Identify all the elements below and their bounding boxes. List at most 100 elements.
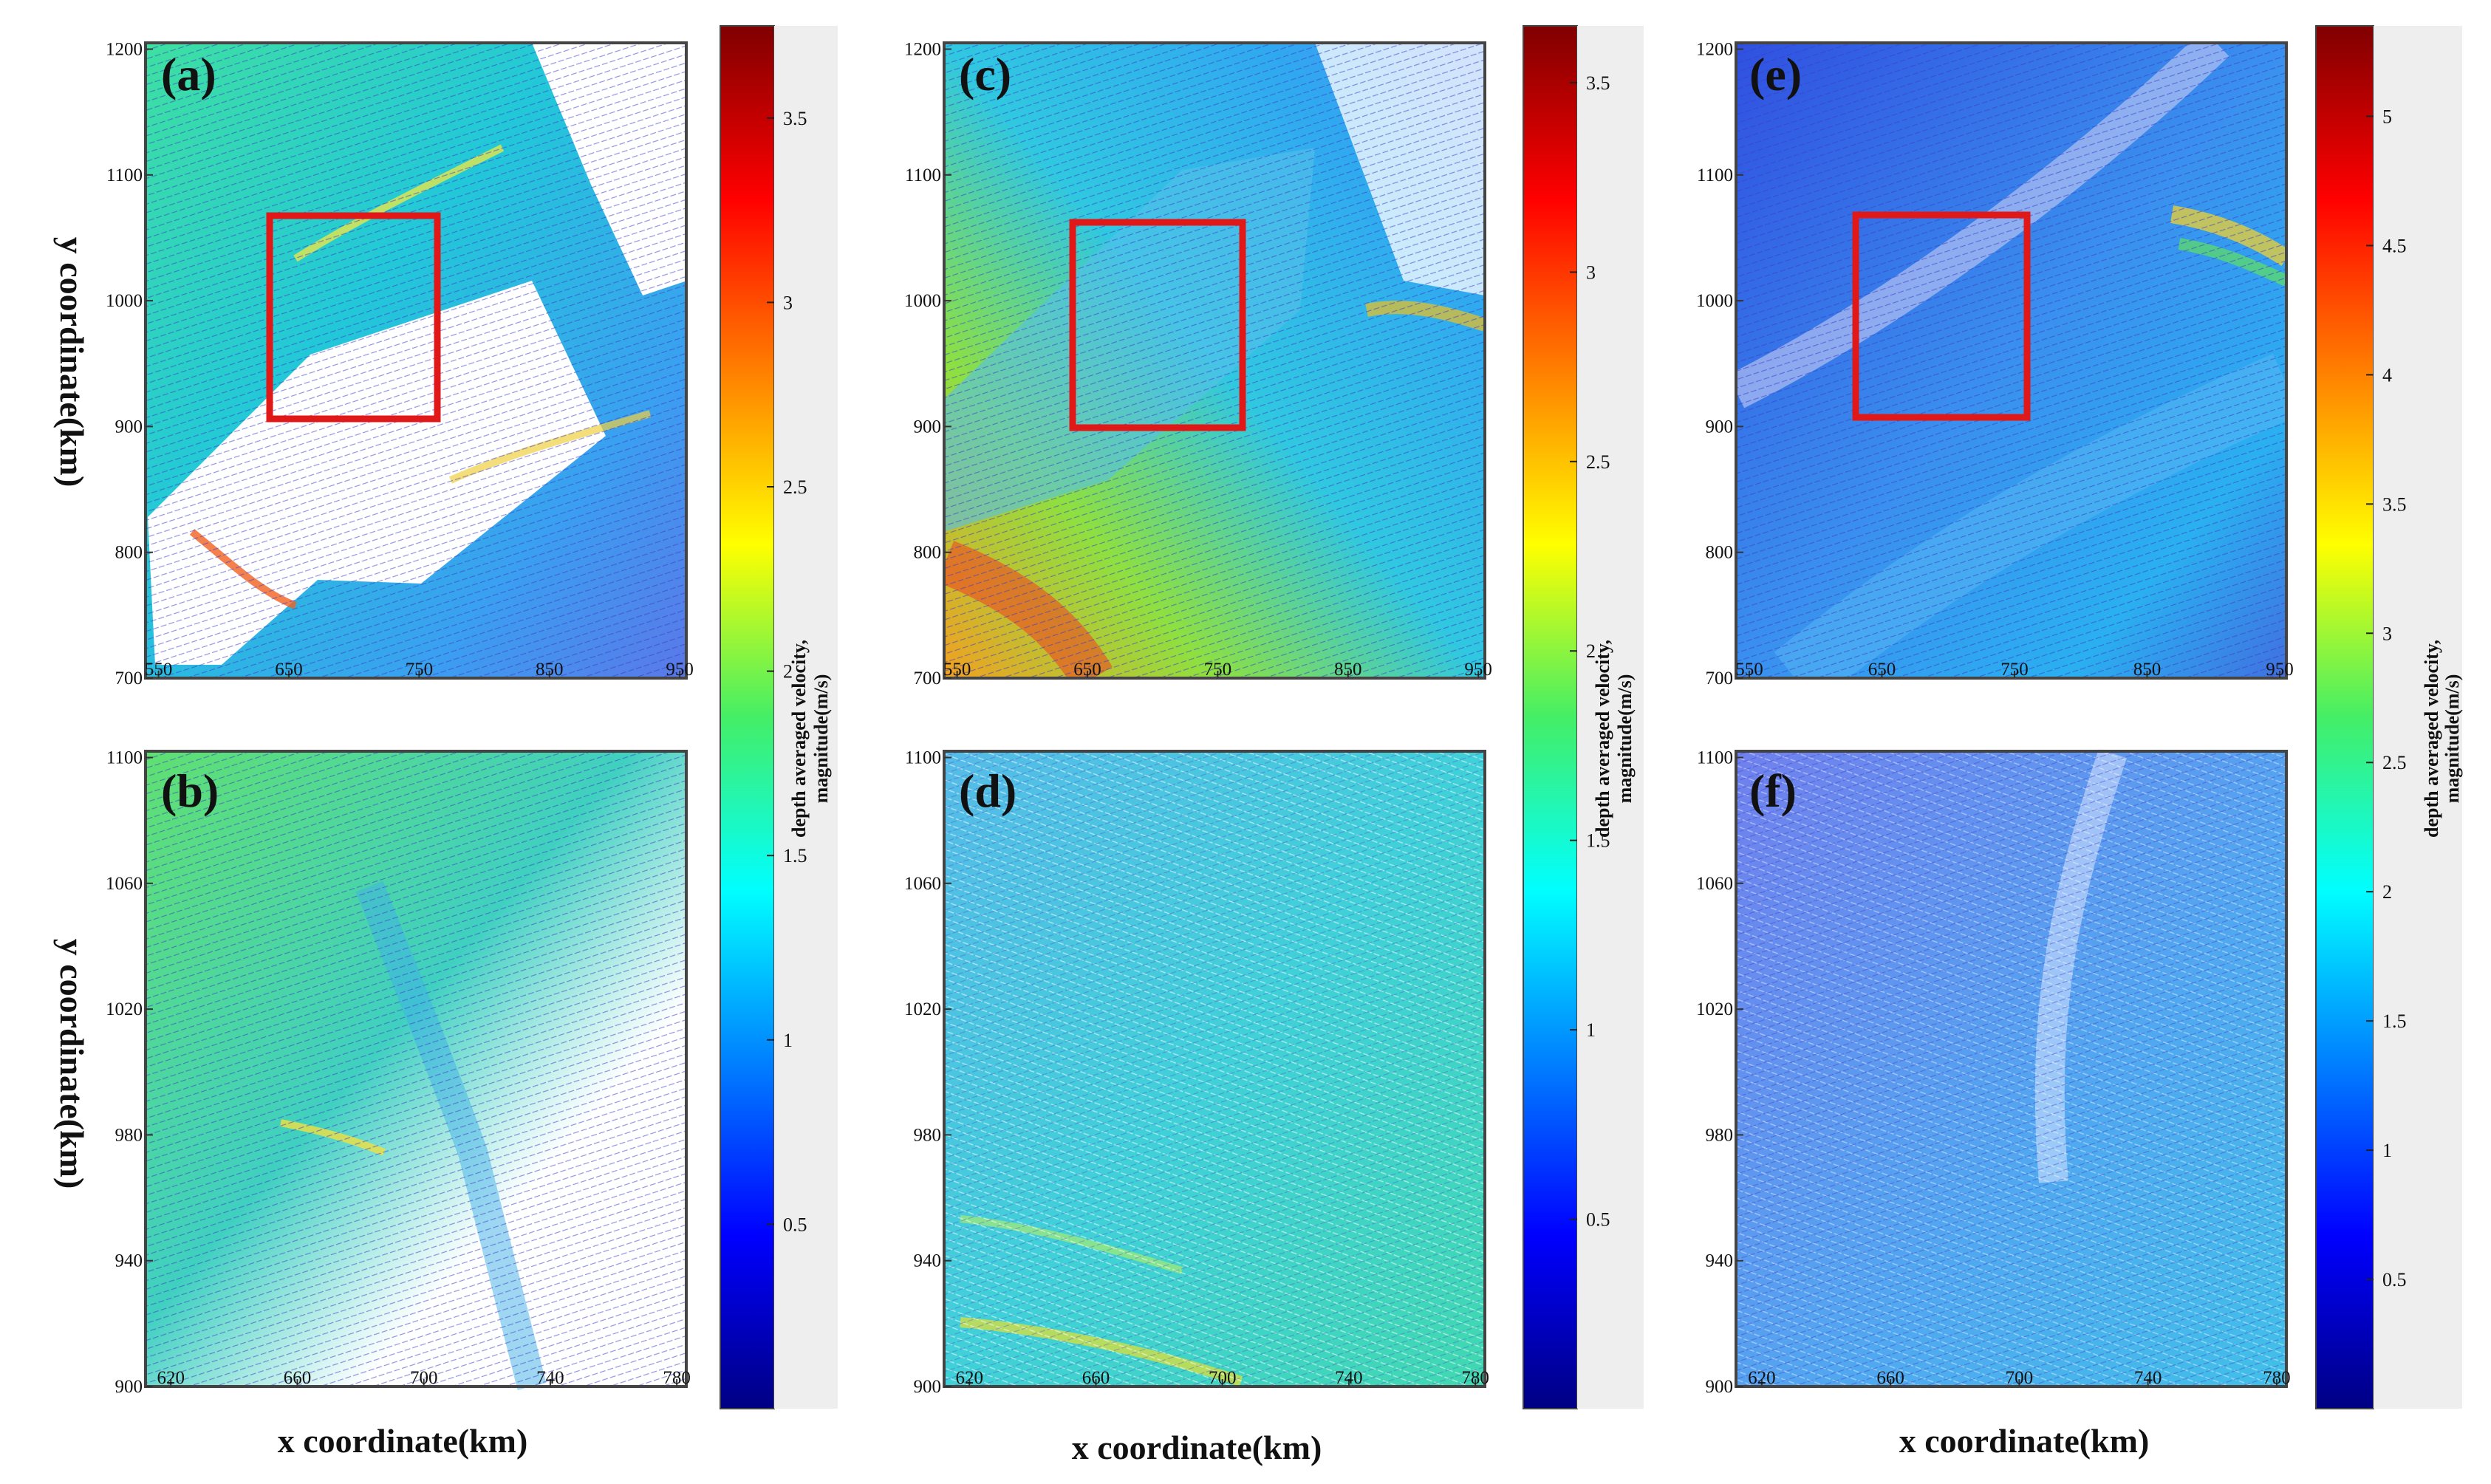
x-tick-label: 650 <box>1868 660 1896 680</box>
x-tick-label: 660 <box>1876 1368 1904 1388</box>
x-axis-label-3: x coordinate(km) <box>1899 1422 2150 1460</box>
colorbar-tick-label: 1.5 <box>783 845 807 866</box>
colorbar-1-gradient <box>720 25 775 1409</box>
colorbar-2: 3.5 3 2.5 2 1.5 1 0.5 depth averaged velocity,… <box>1523 25 1644 1409</box>
y-tick-label: 900 <box>115 1377 143 1397</box>
colorbar-tick-label: 2 <box>2382 881 2392 903</box>
x-tick-label: 850 <box>1334 660 1362 680</box>
x-tick-label: 650 <box>1073 660 1101 680</box>
x-tick-label: 950 <box>2266 660 2294 680</box>
colorbar-tick-label: 2.5 <box>2382 752 2407 773</box>
colorbar-tick-label: 2 <box>1586 640 1596 662</box>
y-tick-label: 900 <box>115 417 143 437</box>
x-tick-label: 700 <box>410 1368 438 1388</box>
colorbar-tick-label: 2 <box>783 661 793 683</box>
y-tick-label: 1060 <box>106 874 143 894</box>
panel-c-frame <box>943 41 1486 680</box>
colorbar-tick-label: 3.5 <box>783 108 807 129</box>
panel-e-label: (e) <box>1749 48 1802 100</box>
panel-c-field <box>944 43 1485 678</box>
panel-e-frame <box>1735 41 2288 680</box>
colorbar-tick-label: 1.5 <box>1586 830 1610 852</box>
panel-b-frame <box>144 750 688 1388</box>
colorbar-tick-label: 0.5 <box>1586 1209 1610 1231</box>
colorbar-1-label-line1: depth averaged velocity, <box>788 640 810 838</box>
panel-f: (f) 620 660 700 740 780 1100 1060 1020 980 940 900 <box>1692 734 2294 1413</box>
colorbar-3-ticks: 5 4.5 4 3.5 3 2.5 2 1.5 1 0.5 <box>2366 106 2407 1290</box>
y-tick-label: 980 <box>1706 1125 1734 1145</box>
colorbar-tick-label: 3 <box>783 292 793 313</box>
x-tick-label: 550 <box>145 660 173 680</box>
panel-a-highlight-box <box>266 212 441 423</box>
y-tick-label: 900 <box>1706 1377 1734 1397</box>
colorbar-2-gradient <box>1523 25 1578 1409</box>
colorbar-tick-label: 1 <box>1586 1019 1596 1041</box>
colorbar-tick-label: 4.5 <box>2382 235 2407 256</box>
panel-d: (d) 620 660 700 740 780 1100 1060 1020 980 940 900 <box>894 734 1492 1413</box>
y-tick-label: 980 <box>914 1125 942 1145</box>
panel-f-label: (f) <box>1749 765 1797 817</box>
colorbar-tick-label: 0.5 <box>2382 1269 2407 1290</box>
x-tick-label: 750 <box>1204 660 1232 680</box>
y-tick-label: 980 <box>115 1125 143 1145</box>
x-tick-label: 550 <box>943 660 971 680</box>
panel-e: (e) 550 650 750 850 950 1200 1100 1000 900 800 700 <box>1692 27 2294 707</box>
colorbar-2-panel <box>1577 26 1644 1409</box>
y-tick-label: 1060 <box>1696 874 1733 894</box>
panel-b: (b) 620 660 700 740 780 1100 1060 1020 980 940 900 <box>103 734 694 1413</box>
panel-e-ticks: 550 650 750 850 950 1200 1100 1000 900 800 700 <box>1696 40 2294 688</box>
colorbar-tick-label: 3.5 <box>1586 72 1610 94</box>
y-tick-label: 1200 <box>904 40 941 60</box>
y-tick-label: 1200 <box>106 40 143 60</box>
x-tick-label: 780 <box>2263 1368 2291 1388</box>
colorbar-tick-label: 1 <box>783 1030 793 1051</box>
x-axis-label-1: x coordinate(km) <box>278 1422 528 1460</box>
y-tick-label: 1020 <box>106 999 143 1019</box>
y-tick-label: 1100 <box>905 748 941 768</box>
x-tick-label: 620 <box>157 1368 185 1388</box>
panel-d-ticks: 620 660 700 740 780 1100 1060 1020 980 940 900 <box>904 748 1489 1397</box>
y-tick-label: 900 <box>914 1377 942 1397</box>
colorbar-3: 5 4.5 4 3.5 3 2.5 2 1.5 1 0.5 depth averaged velo… <box>2315 25 2463 1409</box>
y-tick-label: 900 <box>914 417 942 437</box>
x-tick-label: 950 <box>1464 660 1492 680</box>
x-tick-label: 950 <box>666 660 694 680</box>
x-tick-label: 620 <box>955 1368 983 1388</box>
colorbar-tick-label: 0.5 <box>783 1214 807 1235</box>
x-tick-label: 620 <box>1748 1368 1776 1388</box>
panel-a-frame <box>144 41 688 680</box>
y-axis-label-top: y coordinate(km) <box>53 237 91 488</box>
y-tick-label: 800 <box>914 543 942 563</box>
y-tick-label: 940 <box>914 1251 942 1271</box>
panel-f-ticks: 620 660 700 740 780 1100 1060 1020 980 940 900 <box>1696 748 2291 1397</box>
x-tick-label: 750 <box>406 660 434 680</box>
x-tick-label: 750 <box>2000 660 2029 680</box>
y-tick-label: 1100 <box>106 748 143 768</box>
panel-e-highlight-box <box>1852 211 2031 421</box>
y-tick-label: 1020 <box>904 999 941 1019</box>
panel-a-label: (a) <box>161 48 216 100</box>
colorbar-3-panel <box>2374 26 2462 1409</box>
y-tick-label: 940 <box>1706 1251 1734 1271</box>
colorbar-tick-label: 5 <box>2382 106 2392 127</box>
y-tick-label: 1060 <box>904 874 941 894</box>
x-tick-label: 740 <box>536 1368 564 1388</box>
y-tick-label: 1100 <box>1697 165 1733 185</box>
x-tick-label: 700 <box>2006 1368 2034 1388</box>
panel-a-field <box>146 43 686 678</box>
y-tick-label: 800 <box>1706 543 1734 563</box>
y-axis-label-bottom: y coordinate(km) <box>53 939 91 1189</box>
y-tick-label: 1000 <box>1696 291 1733 311</box>
colorbar-tick-label: 4 <box>2382 364 2392 386</box>
y-tick-label: 1100 <box>1697 748 1733 768</box>
colorbar-2-label-line1: depth averaged velocity, <box>1592 640 1613 838</box>
colorbar-1-label-line2: magnitude(m/s) <box>810 674 832 804</box>
colorbar-tick-label: 1.5 <box>2382 1011 2407 1032</box>
x-tick-label: 740 <box>1335 1368 1363 1388</box>
y-tick-label: 1100 <box>106 165 143 185</box>
y-tick-label: 900 <box>1706 417 1734 437</box>
x-tick-label: 660 <box>284 1368 312 1388</box>
panel-c-ticks: 550 650 750 850 950 1200 1100 1000 900 800 700 <box>904 40 1492 688</box>
colorbar-2-label-line2: magnitude(m/s) <box>1614 674 1636 804</box>
x-tick-label: 700 <box>1209 1368 1237 1388</box>
